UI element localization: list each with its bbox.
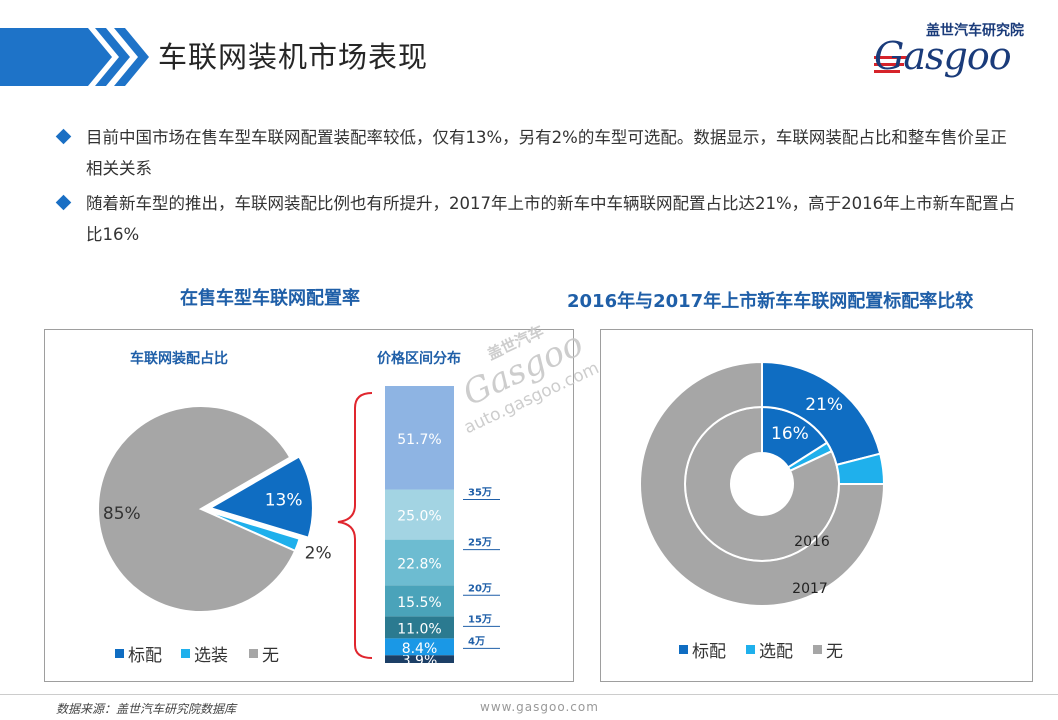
bullet-item: 目前中国市场在售车型车联网配置装配率较低，仅有13%，另有2%的车型可选配。数据…	[55, 122, 1016, 184]
footer-url: www.gasgoo.com	[480, 700, 599, 714]
donut-label-2017: 21%	[805, 395, 843, 415]
bar-segment-label: 11.0%	[397, 621, 441, 637]
price-tick-label: 4万	[468, 635, 485, 647]
gasgoo-logo: 盖世汽车研究院 Gasgoo	[868, 20, 1048, 82]
footer-source: 数据来源：盖世汽车研究院数据库	[56, 702, 237, 716]
donut-series-name: 2016	[794, 534, 830, 550]
pie-label-无: 85%	[103, 504, 141, 524]
donut-series-name: 2017	[792, 581, 828, 597]
legend-label-标配: 标配	[128, 646, 162, 666]
right-section-title: 2016年与2017年上市新车车联网配置标配率比较	[567, 291, 974, 312]
price-tick-label: 35万	[468, 487, 492, 499]
bullet-item: 随着新车型的推出，车联网装配比例也有所提升，2017年上市的新车中车辆联网配置占…	[55, 188, 1016, 250]
bar-segment-label: 51.7%	[397, 432, 441, 448]
bar-segment-3.9%	[385, 655, 454, 663]
bar-segment-label: 15.5%	[397, 595, 441, 611]
price-tick-label: 25万	[468, 537, 492, 549]
bar-segment-8.4%	[385, 638, 454, 656]
bar-segment-51.7%	[385, 386, 454, 490]
red-bracket	[337, 392, 373, 659]
pie-title: 车联网装配占比	[130, 350, 228, 367]
page-title: 车联网装机市场表现	[158, 40, 429, 74]
bar-segment-15.5%	[385, 585, 454, 617]
legend-label-无: 无	[826, 642, 843, 662]
stack-title: 价格区间分布	[377, 350, 461, 367]
header-chevron-band	[0, 28, 149, 86]
legend-swatch-标配	[679, 645, 688, 654]
bullet-list: 目前中国市场在售车型车联网配置装配率较低，仅有13%，另有2%的车型可选配。数据…	[55, 122, 1016, 254]
donut-2017-无	[639, 360, 886, 607]
bar-segment-11.0%	[385, 616, 454, 639]
legend-label-无: 无	[262, 646, 279, 666]
bar-segment-label: 3.9%	[402, 653, 438, 669]
donut-label-2016: 16%	[771, 424, 809, 444]
legend-swatch-选装	[181, 649, 190, 658]
legend-label-标配: 标配	[692, 642, 726, 662]
bar-segment-25.0%	[385, 489, 454, 540]
price-tick-label: 15万	[468, 613, 492, 625]
legend-label-选配: 选配	[759, 642, 793, 662]
legend-swatch-选配	[746, 645, 755, 654]
logo-stripes-icon	[874, 56, 908, 73]
pie-label-标配: 13%	[265, 490, 303, 510]
legend-swatch-标配	[115, 649, 124, 658]
legend-swatch-无	[813, 645, 822, 654]
bar-segment-label: 8.4%	[402, 641, 438, 657]
bullet-text: 目前中国市场在售车型车联网配置装配率较低，仅有13%，另有2%的车型可选配。数据…	[86, 128, 1007, 178]
logo-cn-text: 盖世汽车研究院	[926, 23, 1024, 39]
legend-swatch-无	[249, 649, 258, 658]
legend-label-选装: 选装	[194, 646, 228, 666]
pie-label-选装: 2%	[305, 544, 332, 564]
logo-en-text: Gasgoo	[874, 34, 1012, 78]
footer-divider	[0, 694, 1058, 695]
pie-slice-标配	[207, 455, 314, 539]
bar-segment-label: 22.8%	[397, 556, 441, 572]
bar-segment-label: 25.0%	[397, 509, 441, 525]
price-tick-label: 20万	[468, 582, 492, 594]
bar-segment-22.8%	[385, 539, 454, 586]
bullet-text: 随着新车型的推出，车联网装配比例也有所提升，2017年上市的新车中车辆联网配置占…	[86, 194, 1016, 244]
pie-slice-无	[97, 405, 297, 613]
left-section-title: 在售车型车联网配置率	[180, 288, 360, 309]
